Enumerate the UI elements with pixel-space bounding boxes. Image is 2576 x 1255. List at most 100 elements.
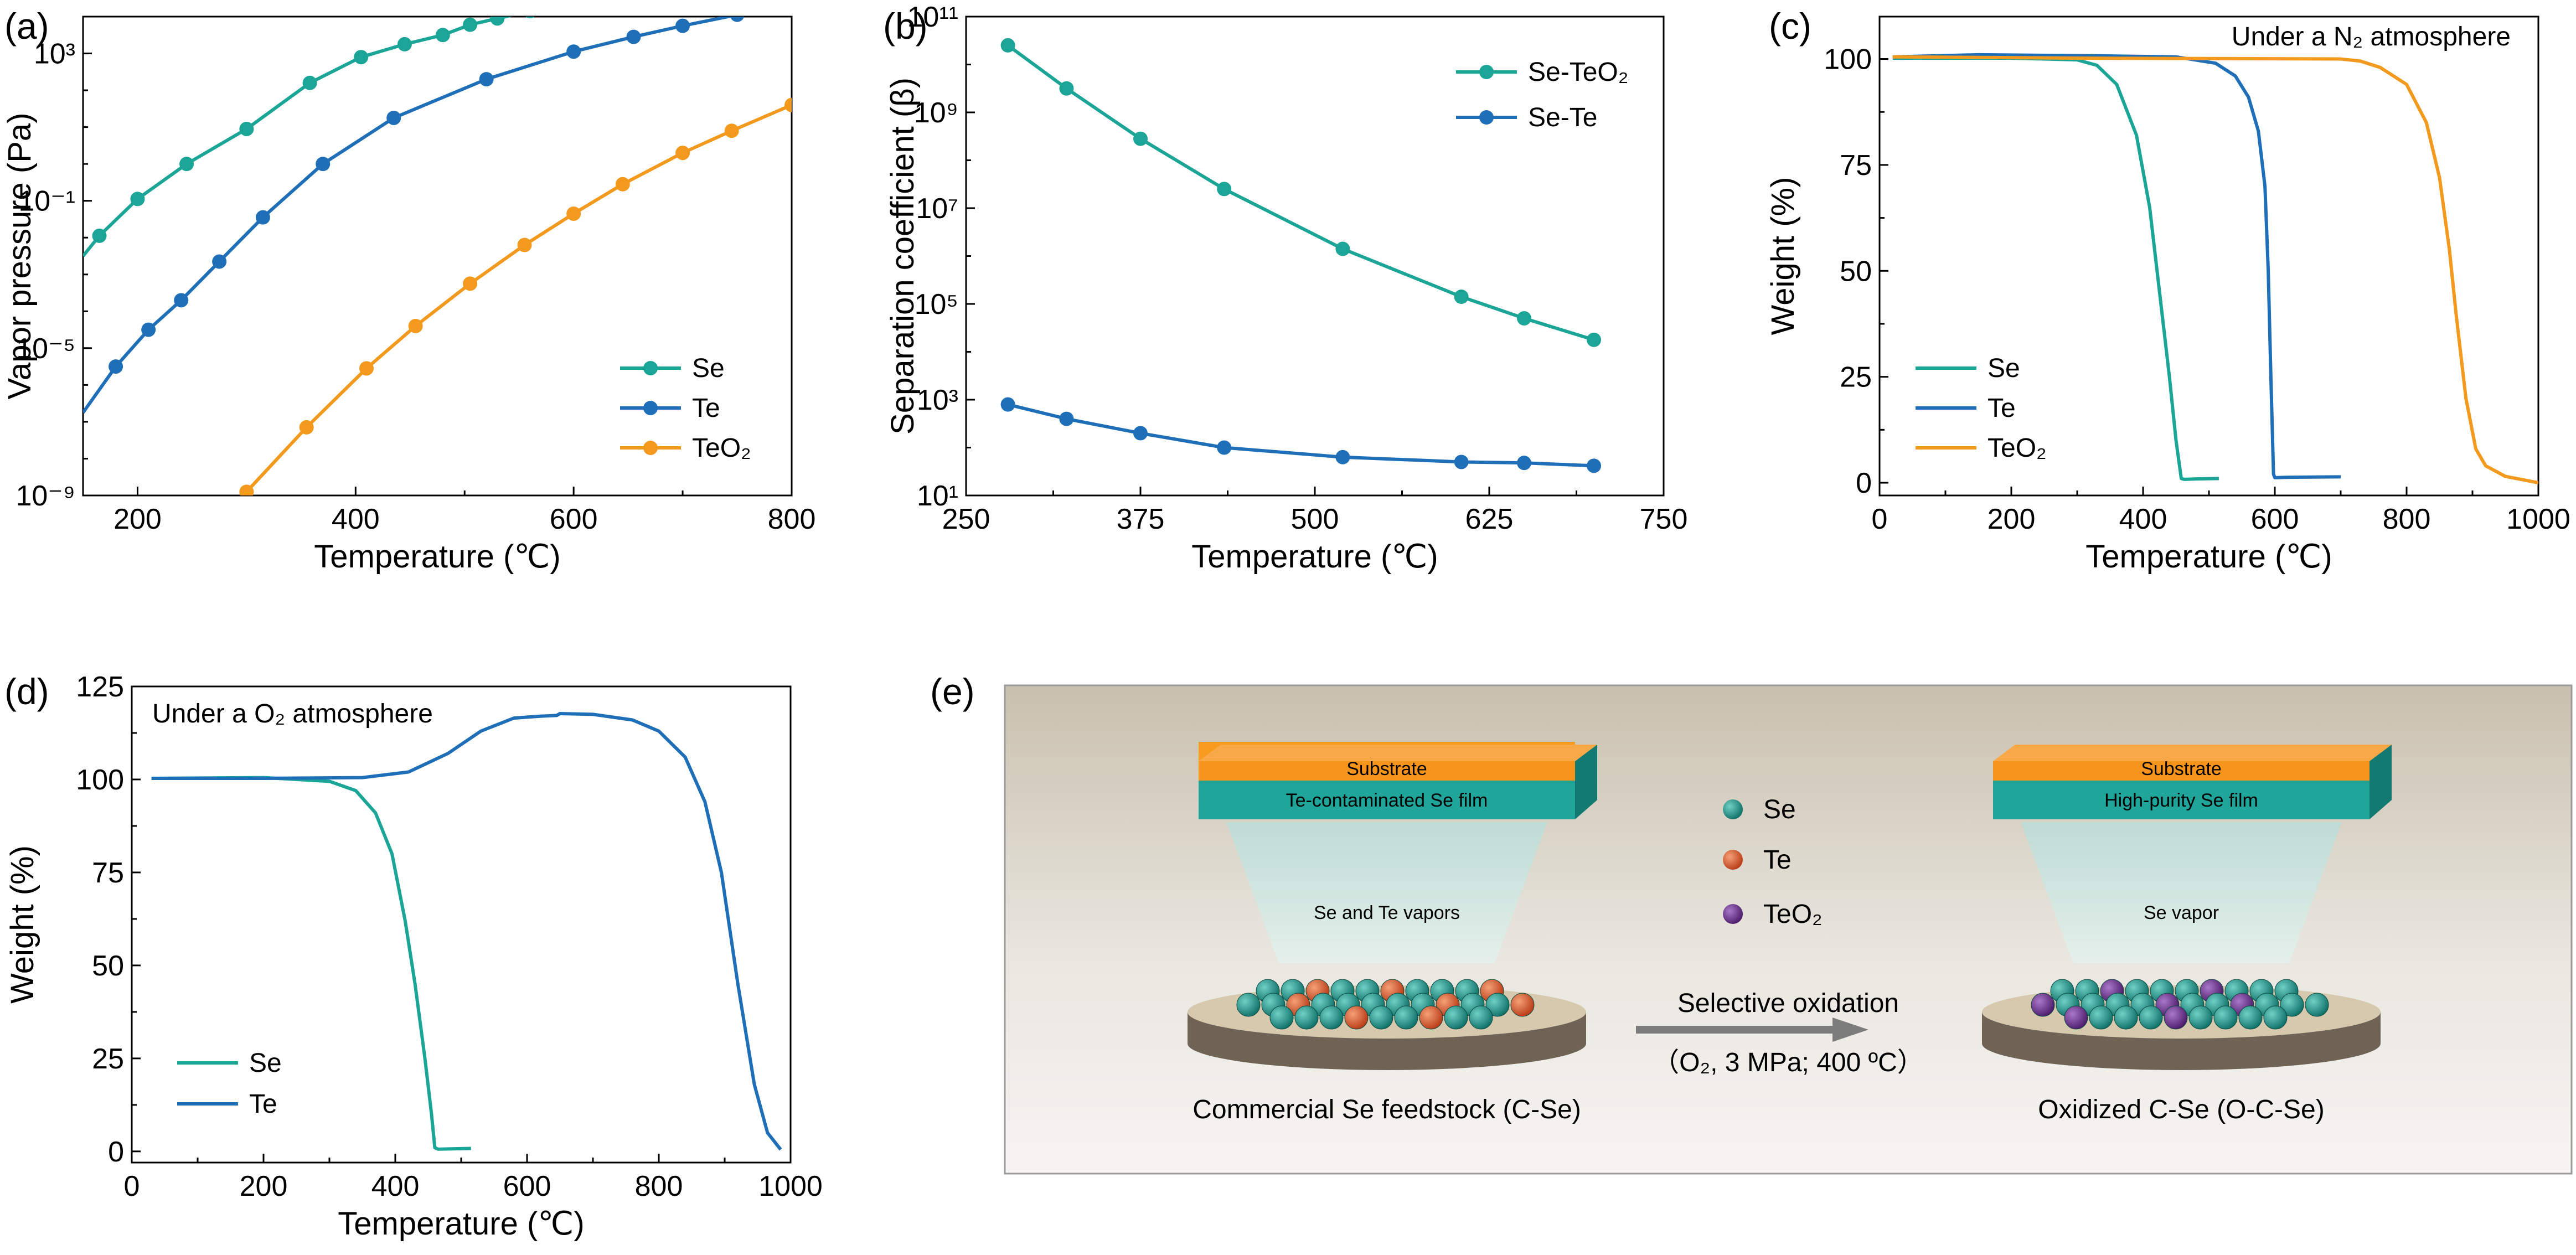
x-tick-label-a: 400 [332, 503, 380, 535]
x-tick-label-d: 1000 [758, 1170, 823, 1202]
legend-marker-b-1 [1479, 110, 1494, 125]
y-axis-label-c: Weight (%) [1765, 177, 1801, 335]
y-tick-label-d: 100 [76, 764, 124, 796]
x-axis-label-d: Temperature (℃) [338, 1206, 584, 1242]
left-top-face [1199, 745, 1597, 761]
left-assembly: Substrate Te-contaminated Se film Se and… [1188, 742, 1597, 1124]
particle [1419, 1005, 1443, 1030]
y-tick-label-a: 10⁻¹ [18, 185, 75, 218]
series-line-b-0 [1006, 44, 1594, 342]
left-substrate-front [1199, 761, 1575, 781]
legend-marker-b-0 [1479, 65, 1494, 79]
y-axis-label-b: Separation coefficient (β) [885, 78, 921, 435]
panel-label-c: (c) [1769, 6, 1811, 47]
data-point-b-0 [1133, 131, 1148, 146]
data-point-a-2 [463, 276, 478, 291]
particle [1444, 1005, 1468, 1030]
data-point-b-1 [1217, 440, 1232, 455]
data-point-a-1 [675, 18, 690, 33]
series-line-a-1 [83, 17, 737, 414]
data-point-a-1 [566, 44, 581, 59]
right-feedstock-particles [2031, 979, 2329, 1030]
data-point-a-0 [302, 75, 317, 90]
particle [2305, 993, 2329, 1017]
x-tick-label-b: 750 [1640, 503, 1688, 535]
annotation-c: Under a N₂ atmosphere [2232, 22, 2511, 51]
particle [2089, 1005, 2113, 1030]
data-point-b-0 [1454, 290, 1469, 304]
particle [2139, 1005, 2163, 1030]
y-axis-label-d: Weight (%) [4, 845, 40, 1004]
data-point-a-2 [615, 177, 630, 192]
data-point-a-1 [109, 359, 123, 374]
y-tick-label-a: 10⁻⁹ [16, 480, 75, 512]
x-tick-label-a: 200 [113, 503, 162, 535]
legend-label-a-2: TeO₂ [692, 433, 751, 463]
x-tick-label-d: 0 [124, 1170, 140, 1202]
y-axis-label-a: Vapor pressure (Pa) [2, 113, 38, 400]
y-tick-label-b: 10⁷ [916, 193, 958, 225]
right-substrate-label: Substrate [2141, 758, 2222, 779]
y-tick-label-a: 10³ [34, 38, 75, 70]
series-line-c-0 [1892, 56, 2219, 481]
y-tick-label-d: 0 [108, 1136, 124, 1168]
data-point-a-2 [239, 484, 254, 495]
legend-se-ball [1723, 799, 1743, 819]
particle [1369, 1005, 1393, 1030]
right-substrate-front [1993, 761, 2369, 781]
y-tick-label-b: 10⁹ [914, 97, 958, 129]
legend-teo2-ball [1723, 904, 1743, 924]
x-tick-label-d: 600 [503, 1170, 551, 1202]
legend-label-d-1: Te [249, 1089, 277, 1119]
legend-marker-a-0 [643, 361, 658, 375]
x-tick-label-c: 400 [2119, 503, 2167, 535]
particle [2164, 1005, 2188, 1030]
x-tick-label-a: 800 [768, 503, 816, 535]
plot-frame-d [131, 685, 792, 1164]
data-point-a-2 [566, 206, 581, 221]
y-tick-label-b: 10³ [917, 384, 958, 416]
y-tick-label-d: 50 [92, 950, 124, 982]
data-point-a-2 [299, 420, 314, 435]
x-tick-label-c: 800 [2383, 503, 2431, 535]
chart-b: 250 375 500 625 750 10¹¹ 10⁹ 10⁷ 10⁵ 10³ 10¹ Temper… [885, 1, 1687, 575]
data-point-b-1 [1454, 455, 1469, 469]
x-tick-label-b: 250 [942, 503, 990, 535]
x-tick-label-c: 600 [2251, 503, 2299, 535]
left-film-front [1199, 781, 1575, 819]
particle [1394, 1005, 1418, 1030]
left-film-label: Te-contaminated Se film [1286, 790, 1488, 811]
arrow-bottom-text: （O₂, 3 MPa; 400 ºC） [1653, 1048, 1924, 1077]
y-tick-label-b: 10¹¹ [907, 1, 958, 33]
schematic-legend: Se Te TeO₂ [1723, 795, 1823, 929]
y-tick-label-d: 75 [92, 857, 124, 889]
particle [1269, 1005, 1294, 1030]
particle [1469, 1005, 1493, 1030]
data-point-a-0 [354, 50, 369, 65]
data-point-a-0 [92, 228, 107, 243]
particle [1485, 993, 1510, 1017]
arrow-head [1832, 1018, 1868, 1042]
data-point-a-1 [212, 254, 227, 269]
data-point-b-1 [1517, 456, 1531, 471]
x-tick-label-c: 200 [1988, 503, 2036, 535]
particle [2238, 1005, 2263, 1030]
data-point-a-0 [463, 17, 478, 32]
right-vapor-label: Se vapor [2144, 902, 2219, 923]
particle [2114, 1005, 2138, 1030]
data-point-a-0 [566, 0, 581, 7]
legend-label-c-0: Se [1988, 354, 2020, 383]
legend-se-label: Se [1763, 795, 1796, 824]
plot-frame-c [1878, 16, 2539, 497]
data-point-a-0 [435, 28, 450, 43]
series-group-a [83, 0, 792, 495]
left-side [1575, 745, 1597, 819]
data-point-b-0 [1517, 311, 1531, 326]
series-line-b-1 [1007, 402, 1594, 468]
panel-label-d: (d) [4, 671, 49, 712]
data-point-a-2 [408, 318, 423, 333]
arrow-shaft [1636, 1026, 1835, 1034]
x-tick-label-b: 375 [1117, 503, 1165, 535]
particle [1319, 1005, 1344, 1030]
legend-label-a-1: Te [692, 394, 720, 423]
